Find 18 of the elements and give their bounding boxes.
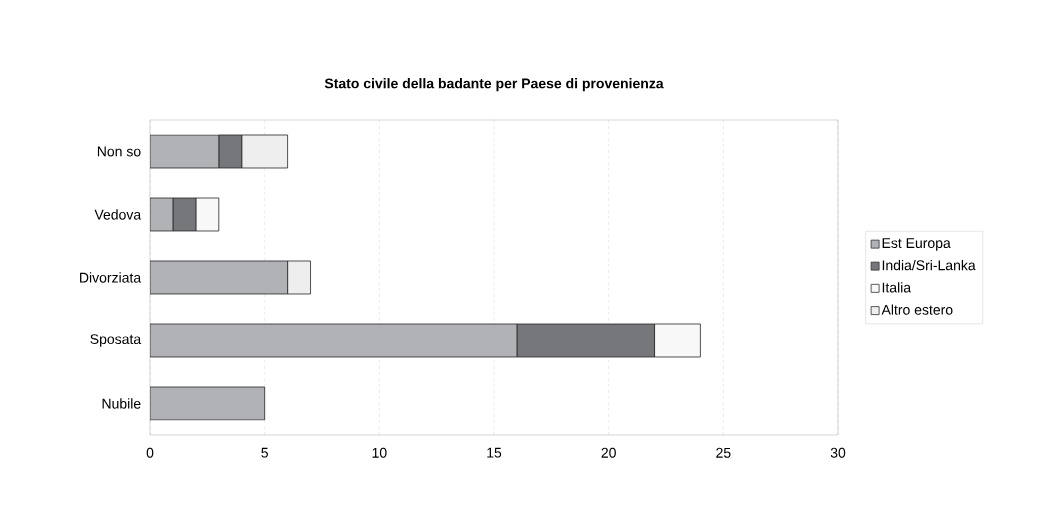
x-tick-label: 30 [830,447,846,458]
y-tick-label: Sposata [90,334,142,347]
y-tick-label: Non so [97,146,141,157]
legend-label: Est Europa [882,238,951,251]
x-tick-label: 0 [146,447,154,458]
x-tick-label: 5 [261,447,268,458]
legend-label: Altro estero [881,304,953,315]
legend-label: India/Sri-Lanka [882,259,976,271]
legend-label: Italia [882,282,912,293]
y-tick-label: Nubile [102,398,141,409]
bar [150,386,266,421]
y-tick-label: Vedova [94,209,142,220]
chart-title: Stato civile della badante per Paese di provenienza [324,78,664,92]
x-tick-label: 15 [487,447,502,458]
x-tick-label: 25 [716,447,731,458]
x-tick-label: 10 [372,447,387,458]
x-tick-label: 20 [601,447,616,458]
y-tick-label: Divorziata [80,272,142,283]
